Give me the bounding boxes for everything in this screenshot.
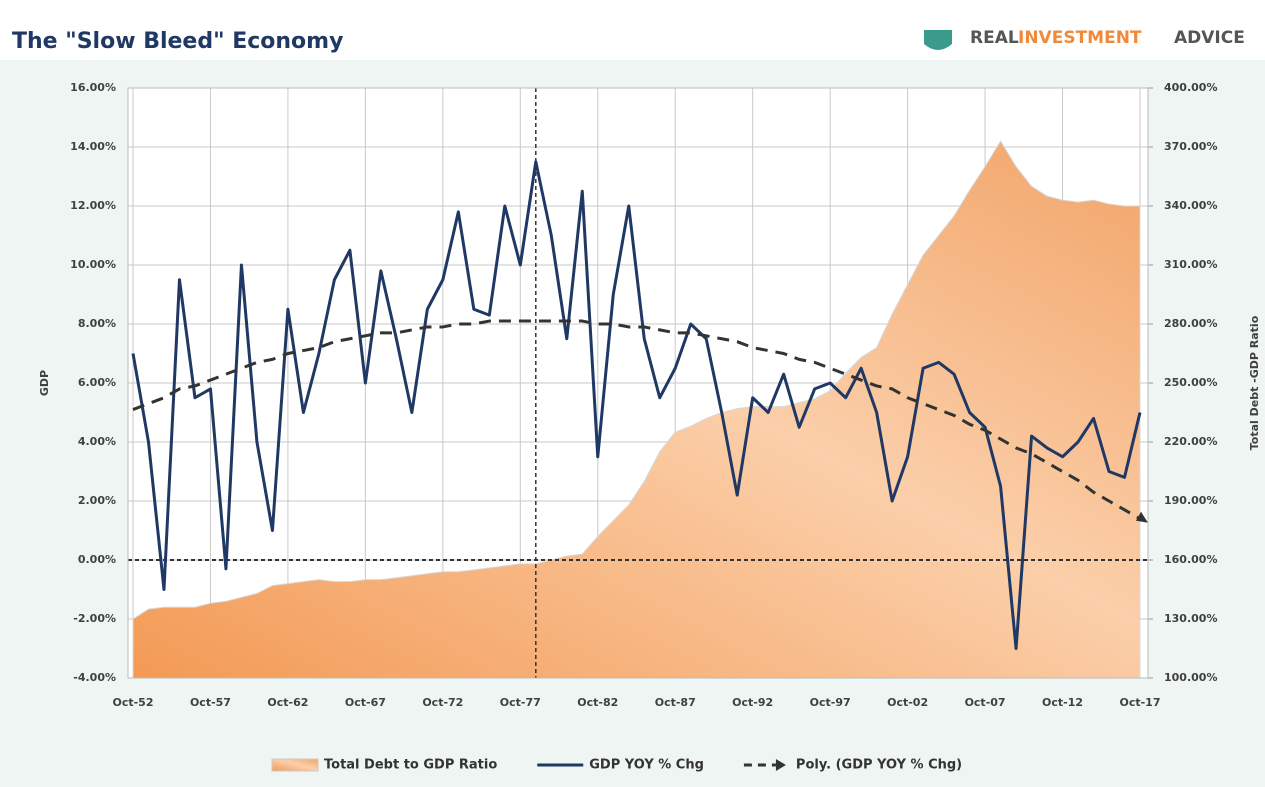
area [132,140,1141,679]
x-tick-label: Oct-02 [887,696,928,709]
y-tick-label: 8.00% [78,317,116,330]
brand-word: REAL [970,28,1019,48]
y2-tick-label: 310.00% [1164,258,1217,271]
plot-border [127,87,1149,679]
legend-arrow [775,759,786,771]
y2-tick-label: 400.00% [1164,81,1217,94]
brand-word: ADVICE [1174,28,1245,48]
y-tick-label: 14.00% [70,140,116,153]
x-tick-label: Oct-12 [1042,696,1083,709]
x-tick-label: Oct-77 [500,696,541,709]
trend-line [132,319,1141,521]
brand-logo: REAL INVESTMENT ADVICE [924,28,1245,50]
legend-label: Total Debt to GDP Ratio [324,758,497,773]
y-tick-label: 16.00% [70,81,116,94]
chart-title: The "Slow Bleed" Economy [12,29,343,54]
y-axis-title: GDP [38,370,51,396]
legend-item: GDP YOY % Chg [537,758,704,773]
x-tick-label: Oct-17 [1119,696,1160,709]
header-band [0,0,1265,60]
brand-word: INVESTMENT [1018,28,1142,48]
y2-tick-label: 130.00% [1164,612,1217,625]
x-tick-label: Oct-52 [112,696,153,709]
y-tick-label: 2.00% [78,494,116,507]
y-tick-label: 6.00% [78,376,116,389]
y2-tick-label: 190.00% [1164,494,1217,507]
logo-shield [924,30,952,50]
y2-tick-label: 100.00% [1164,671,1217,684]
x-tick-label: Oct-67 [345,696,386,709]
line [131,160,1142,650]
y-tick-label: 4.00% [78,435,116,448]
x-tick-label: Oct-07 [965,696,1006,709]
y-tick-label: 12.00% [70,199,116,212]
x-tick-label: Oct-72 [422,696,463,709]
y-tick-label: -4.00% [73,671,116,684]
legend-label: Poly. (GDP YOY % Chg) [796,758,962,773]
y2-axis-title: Total Debt -GDP Ratio [1248,315,1261,450]
y-tick-label: 10.00% [70,258,116,271]
y-tick-label: 0.00% [78,553,116,566]
legend-label: GDP YOY % Chg [589,758,704,773]
y2-tick-label: 370.00% [1164,140,1217,153]
y-tick-label: -2.00% [73,612,116,625]
x-tick-label: Oct-92 [732,696,773,709]
y2-tick-label: 250.00% [1164,376,1217,389]
x-tick-label: Oct-87 [655,696,696,709]
trend-arrow [1136,511,1148,523]
y2-tick-label: 280.00% [1164,317,1217,330]
y2-tick-label: 160.00% [1164,553,1217,566]
legend-swatch [271,758,319,772]
y2-tick-label: 220.00% [1164,435,1217,448]
legend-item: Total Debt to GDP Ratio [271,758,497,773]
x-tick-label: Oct-97 [810,696,851,709]
y2-tick-label: 340.00% [1164,199,1217,212]
x-tick-label: Oct-62 [267,696,308,709]
x-tick-label: Oct-82 [577,696,618,709]
legend-item: Poly. (GDP YOY % Chg) [743,758,962,773]
x-tick-label: Oct-57 [190,696,231,709]
